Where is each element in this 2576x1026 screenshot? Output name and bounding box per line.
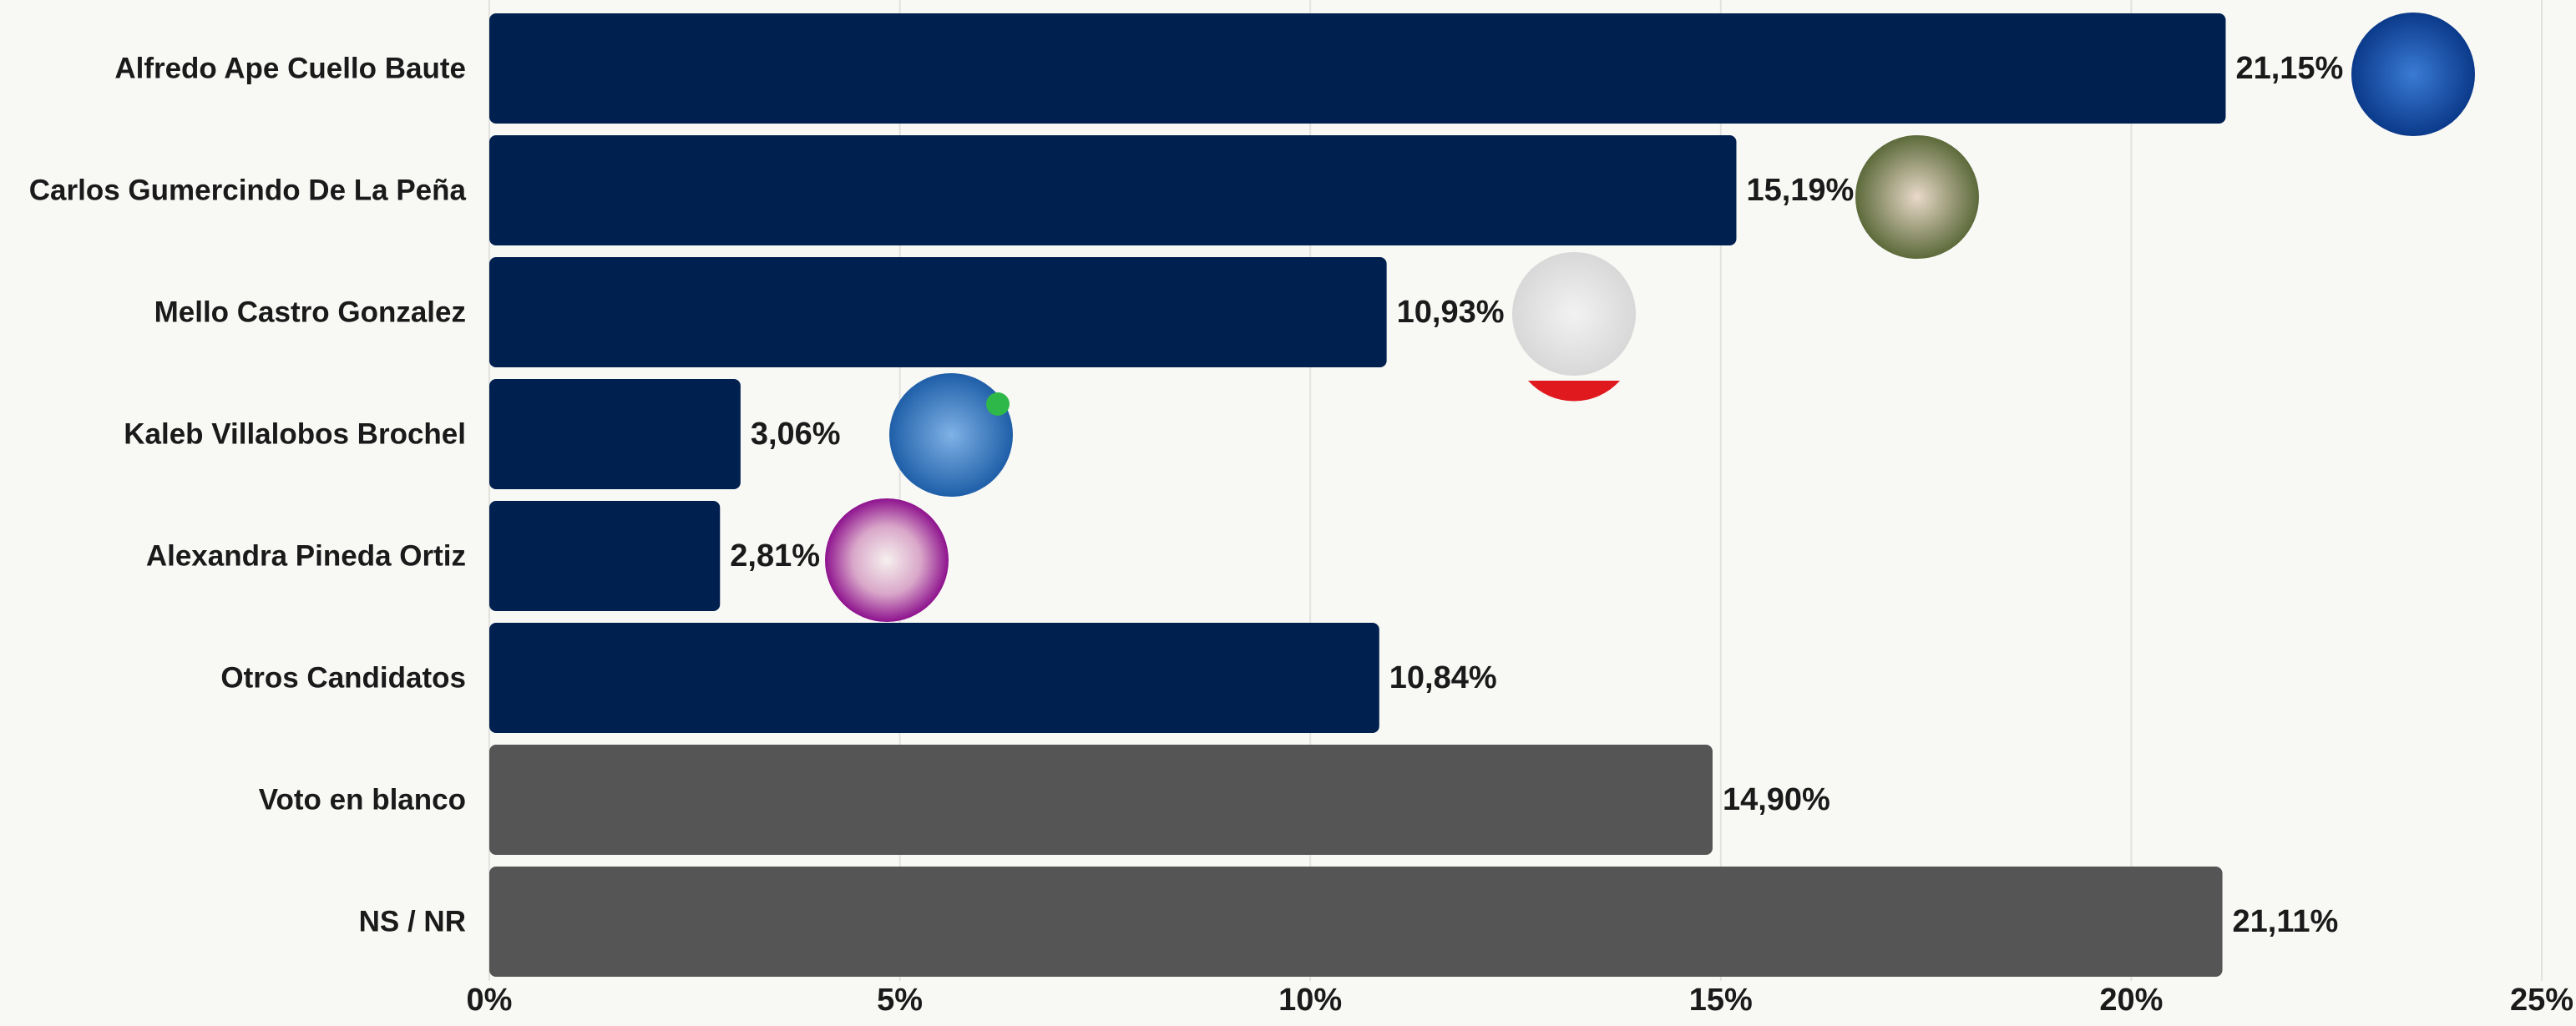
value-label: 14,90% [1723, 782, 1830, 817]
chart: 21,15% Alfredo Ape Cuello Baute 15,19% Carl… [0, 0, 2576, 1022]
bar [489, 745, 1713, 855]
value-label: 21,15% [2235, 51, 2343, 86]
bar [489, 13, 2225, 124]
value-label: 10,93% [1397, 295, 1505, 330]
x-tick-label: 25% [2510, 983, 2573, 1018]
page: {"chart_data": { "type": "bar", "orienta… [0, 0, 2576, 1022]
candidate-photo [2351, 13, 2475, 136]
x-tick-label: 5% [877, 983, 923, 1018]
photo-detail [1528, 381, 1620, 401]
x-tick-label: 20% [2099, 983, 2163, 1018]
category-label: Carlos Gumercindo De La Peña [29, 174, 467, 206]
value-label: 3,06% [751, 417, 841, 452]
value-label: 15,19% [1746, 173, 1854, 208]
photo-detail [986, 392, 1010, 416]
candidate-photo [1512, 252, 1636, 376]
category-label: Voto en blanco [259, 783, 466, 816]
bar [489, 379, 741, 489]
category-label: Kaleb Villalobos Brochel [124, 417, 466, 450]
category-label: Mello Castro Gonzalez [154, 296, 466, 328]
bar [489, 867, 2223, 977]
bar [489, 257, 1387, 367]
x-tick-label: 10% [1278, 983, 1342, 1018]
candidate-photo [1855, 135, 1979, 259]
category-label: Alfredo Ape Cuello Baute [114, 52, 466, 84]
bars: 21,15% Alfredo Ape Cuello Baute 15,19% Carl… [29, 13, 2344, 977]
candidate-photo [889, 373, 1013, 497]
x-tick-label: 15% [1689, 983, 1753, 1018]
bar [489, 501, 720, 611]
value-label: 21,11% [2233, 904, 2339, 939]
category-label: NS / NR [359, 905, 466, 938]
bar [489, 135, 1736, 245]
value-label: 2,81% [730, 538, 820, 574]
candidate-photo [825, 498, 949, 622]
category-label: Alexandra Pineda Ortiz [146, 539, 466, 572]
value-label: 10,84% [1389, 660, 1497, 695]
bar [489, 623, 1379, 733]
category-label: Otros Candidatos [220, 661, 466, 694]
x-tick-label: 0% [467, 983, 513, 1018]
